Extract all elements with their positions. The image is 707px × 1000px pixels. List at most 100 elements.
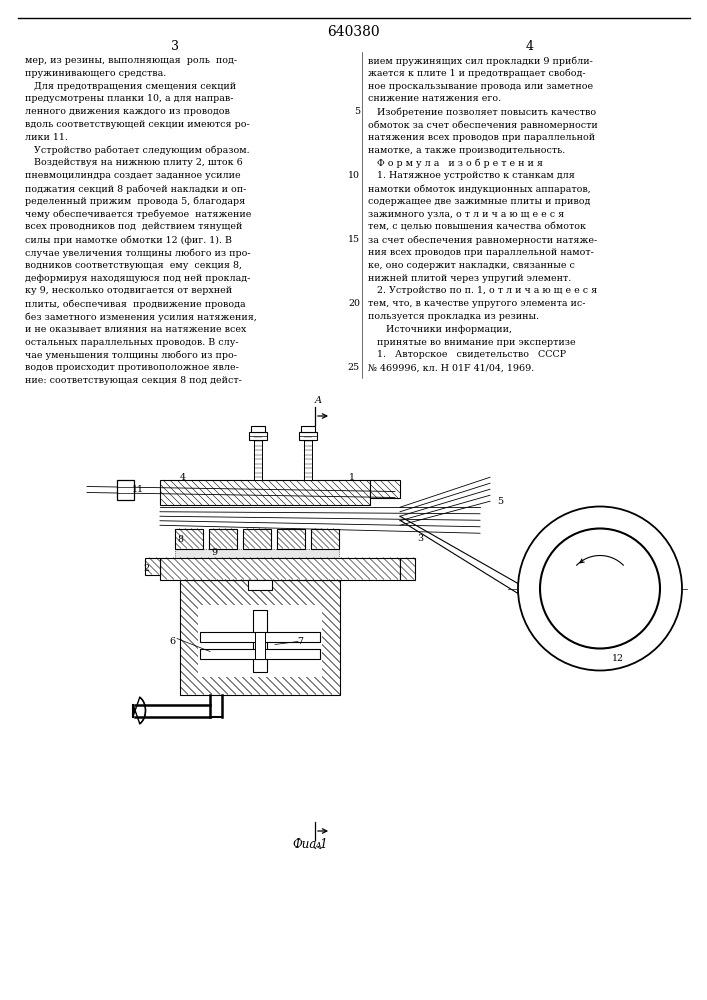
Text: Устройство работает следующим образом.: Устройство работает следующим образом. <box>25 146 250 155</box>
Bar <box>209 528 237 548</box>
Bar <box>200 632 320 642</box>
Text: вдоль соответствующей секции имеются ро-: вдоль соответствующей секции имеются ро- <box>25 120 250 129</box>
Text: ние: соответствующая секция 8 под дейст-: ние: соответствующая секция 8 под дейст- <box>25 376 242 385</box>
Text: вием пружинящих сил прокладки 9 прибли-: вием пружинящих сил прокладки 9 прибли- <box>368 56 593 66</box>
Text: Изобретение позволяет повысить качество: Изобретение позволяет повысить качество <box>368 107 596 117</box>
Text: водов происходит противоположное явле-: водов происходит противоположное явле- <box>25 363 239 372</box>
Text: пружинивающего средства.: пружинивающего средства. <box>25 69 166 78</box>
Text: 9: 9 <box>211 548 217 557</box>
Bar <box>277 528 305 548</box>
Text: 5: 5 <box>497 497 503 506</box>
Text: 3: 3 <box>417 534 423 543</box>
Bar <box>400 558 415 580</box>
Text: 1. Натяжное устройство к станкам для: 1. Натяжное устройство к станкам для <box>368 171 575 180</box>
Bar <box>253 609 267 672</box>
Text: содержащее две зажимные плиты и привод: содержащее две зажимные плиты и привод <box>368 197 590 206</box>
Text: принятые во внимание при экспертизе: принятые во внимание при экспертизе <box>368 338 575 347</box>
Text: 15: 15 <box>348 235 360 244</box>
Bar <box>251 426 265 432</box>
Bar <box>145 558 160 574</box>
Text: чае уменьшения толщины любого из про-: чае уменьшения толщины любого из про- <box>25 350 237 360</box>
Bar <box>248 580 272 589</box>
Text: силы при намотке обмотки 12 (фиг. 1). В: силы при намотке обмотки 12 (фиг. 1). В <box>25 235 232 245</box>
Text: ределенный прижим  провода 5, благодаря: ределенный прижим провода 5, благодаря <box>25 197 245 206</box>
Text: мер, из резины, выполняющая  роль  под-: мер, из резины, выполняющая роль под- <box>25 56 237 65</box>
Text: за счет обеспечения равномерности натяже-: за счет обеспечения равномерности натяже… <box>368 235 597 245</box>
Text: 25: 25 <box>348 363 360 372</box>
Bar <box>117 480 134 499</box>
Text: намотки обмоток индукционных аппаратов,: намотки обмоток индукционных аппаратов, <box>368 184 591 194</box>
Text: случае увеличения толщины любого из про-: случае увеличения толщины любого из про- <box>25 248 250 257</box>
Text: A: A <box>315 396 322 405</box>
Text: жается к плите 1 и предотвращает свобод-: жается к плите 1 и предотвращает свобод- <box>368 69 585 78</box>
Text: 12: 12 <box>612 654 624 663</box>
Text: 3: 3 <box>171 39 179 52</box>
Text: ку 9, несколько отодвигается от верхней: ку 9, несколько отодвигается от верхней <box>25 286 232 295</box>
Text: зажимного узла, о т л и ч а ю щ е е с я: зажимного узла, о т л и ч а ю щ е е с я <box>368 210 564 219</box>
Text: тем, с целью повышения качества обмоток: тем, с целью повышения качества обмоток <box>368 222 586 231</box>
Bar <box>311 528 339 548</box>
Bar <box>200 648 320 658</box>
Text: 640380: 640380 <box>327 25 380 39</box>
Text: 4: 4 <box>180 474 186 483</box>
Polygon shape <box>133 697 146 724</box>
Text: пользуется прокладка из резины.: пользуется прокладка из резины. <box>368 312 539 321</box>
Text: намотке, а также производительность.: намотке, а также производительность. <box>368 146 566 155</box>
Circle shape <box>518 506 682 670</box>
Text: и не оказывает влияния на натяжение всех: и не оказывает влияния на натяжение всех <box>25 325 246 334</box>
Text: ное проскальзывание провода или заметное: ное проскальзывание провода или заметное <box>368 82 593 91</box>
Text: Для предотвращения смещения секций: Для предотвращения смещения секций <box>25 82 236 91</box>
Text: 1.   Авторское   свидетельство   СССР: 1. Авторское свидетельство СССР <box>368 350 566 359</box>
Bar <box>160 480 370 505</box>
Text: натяжения всех проводов при параллельной: натяжения всех проводов при параллельной <box>368 133 595 142</box>
Text: деформируя находящуюся под ней проклад-: деформируя находящуюся под ней проклад- <box>25 274 250 283</box>
Text: 7: 7 <box>297 637 303 646</box>
Text: лики 11.: лики 11. <box>25 133 68 142</box>
Text: № 469996, кл. H 01F 41/04, 1969.: № 469996, кл. H 01F 41/04, 1969. <box>368 363 534 372</box>
Text: 20: 20 <box>348 299 360 308</box>
Text: плиты, обеспечивая  продвижение провода: плиты, обеспечивая продвижение провода <box>25 299 245 309</box>
Bar <box>370 480 400 498</box>
Bar <box>301 426 315 432</box>
Text: 8: 8 <box>177 535 183 544</box>
Text: водников соответствующая  ему  секция 8,: водников соответствующая ему секция 8, <box>25 261 242 270</box>
Text: остальных параллельных проводов. В слу-: остальных параллельных проводов. В слу- <box>25 338 239 347</box>
Text: ке, оно содержит накладки, связанные с: ке, оно содержит накладки, связанные с <box>368 261 575 270</box>
Text: 11: 11 <box>132 485 144 494</box>
Text: 10: 10 <box>348 171 360 180</box>
Bar <box>175 528 203 548</box>
Text: нижней плитой через упругий элемент.: нижней плитой через упругий элемент. <box>368 274 571 283</box>
Text: 2: 2 <box>143 564 149 573</box>
Text: ния всех проводов при параллельной намот-: ния всех проводов при параллельной намот… <box>368 248 594 257</box>
Text: 2. Устройство по п. 1, о т л и ч а ю щ е е с я: 2. Устройство по п. 1, о т л и ч а ю щ е… <box>368 286 597 295</box>
Bar <box>175 548 339 558</box>
Text: чему обеспечивается требуемое  натяжение: чему обеспечивается требуемое натяжение <box>25 210 252 219</box>
Text: Воздействуя на нижнюю плиту 2, шток 6: Воздействуя на нижнюю плиту 2, шток 6 <box>25 158 243 167</box>
Text: Источники информации,: Источники информации, <box>368 325 512 334</box>
Text: 4: 4 <box>526 39 534 52</box>
Bar <box>254 430 262 480</box>
Text: без заметного изменения усилия натяжения,: без заметного изменения усилия натяжения… <box>25 312 257 322</box>
Text: 6: 6 <box>169 637 175 646</box>
Text: 5: 5 <box>354 107 360 116</box>
Text: снижение натяжения его.: снижение натяжения его. <box>368 94 501 103</box>
Text: A: A <box>315 842 322 851</box>
Bar <box>243 528 271 548</box>
Text: всех проводников под  действием тянущей: всех проводников под действием тянущей <box>25 222 243 231</box>
Text: пневмоцилиндра создает заданное усилие: пневмоцилиндра создает заданное усилие <box>25 171 240 180</box>
Bar <box>299 432 317 440</box>
Text: тем, что, в качестве упругого элемента ис-: тем, что, в качестве упругого элемента и… <box>368 299 585 308</box>
Text: поджатия секций 8 рабочей накладки и оп-: поджатия секций 8 рабочей накладки и оп- <box>25 184 246 194</box>
Bar <box>198 604 322 676</box>
Bar <box>304 430 312 480</box>
Text: обмоток за счет обеспечения равномерности: обмоток за счет обеспечения равномерност… <box>368 120 597 129</box>
Bar <box>249 432 267 440</box>
Text: ленного движения каждого из проводов: ленного движения каждого из проводов <box>25 107 230 116</box>
Bar <box>255 632 265 658</box>
Text: 1: 1 <box>349 474 355 483</box>
Bar <box>160 558 400 580</box>
Text: Фиа.1: Фиа.1 <box>292 838 328 852</box>
Text: предусмотрены планки 10, а для направ-: предусмотрены планки 10, а для направ- <box>25 94 233 103</box>
Text: Ф о р м у л а   и з о б р е т е н и я: Ф о р м у л а и з о б р е т е н и я <box>368 158 543 168</box>
Bar <box>180 580 340 694</box>
